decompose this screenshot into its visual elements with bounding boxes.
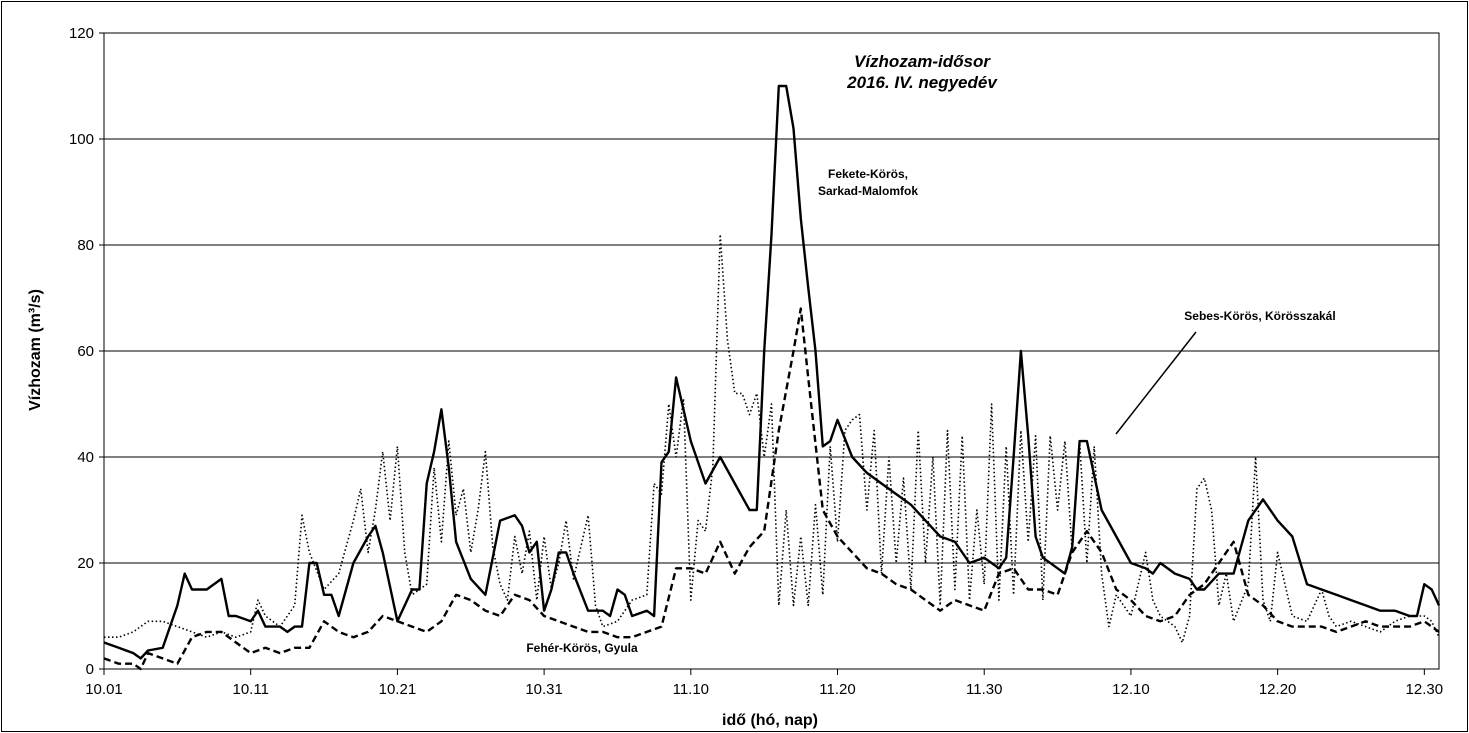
- y-tick-label: 80: [77, 237, 94, 254]
- x-axis-title: idő (hó, nap): [722, 712, 818, 729]
- x-tick-label: 11.20: [819, 681, 855, 698]
- annotation-feher: Fehér-Körös, Gyula: [526, 641, 638, 655]
- chart-title: Vízhozam-idősor: [854, 52, 991, 71]
- x-tick-label: 12.30: [1406, 681, 1444, 698]
- chart-subtitle: 2016. IV. negyedév: [846, 73, 998, 92]
- x-tick-label: 10.21: [379, 681, 417, 698]
- y-tick-label: 100: [69, 131, 94, 148]
- annotation-sebes: Sebes-Körös, Körösszakál: [1184, 309, 1335, 323]
- annotation-fekete-line1: Fekete-Körös,: [828, 167, 908, 181]
- x-tick-label: 10.11: [232, 681, 268, 698]
- y-tick-label: 40: [77, 449, 94, 466]
- y-tick-label: 60: [77, 343, 94, 360]
- x-tick-label: 11.10: [673, 681, 709, 698]
- x-tick-label: 12.10: [1112, 681, 1150, 698]
- y-tick-label: 0: [86, 661, 94, 678]
- x-tick-label: 10.31: [525, 681, 563, 698]
- x-tick-label: 11.30: [966, 681, 1002, 698]
- y-axis-title: Vízhozam (m³/s): [27, 289, 44, 411]
- y-tick-label: 20: [77, 555, 94, 572]
- x-tick-label: 10.01: [85, 681, 123, 698]
- annotation-fekete-line2: Sarkad-Malomfok: [818, 184, 918, 198]
- y-tick-label: 120: [69, 25, 94, 42]
- x-tick-label: 12.20: [1259, 681, 1297, 698]
